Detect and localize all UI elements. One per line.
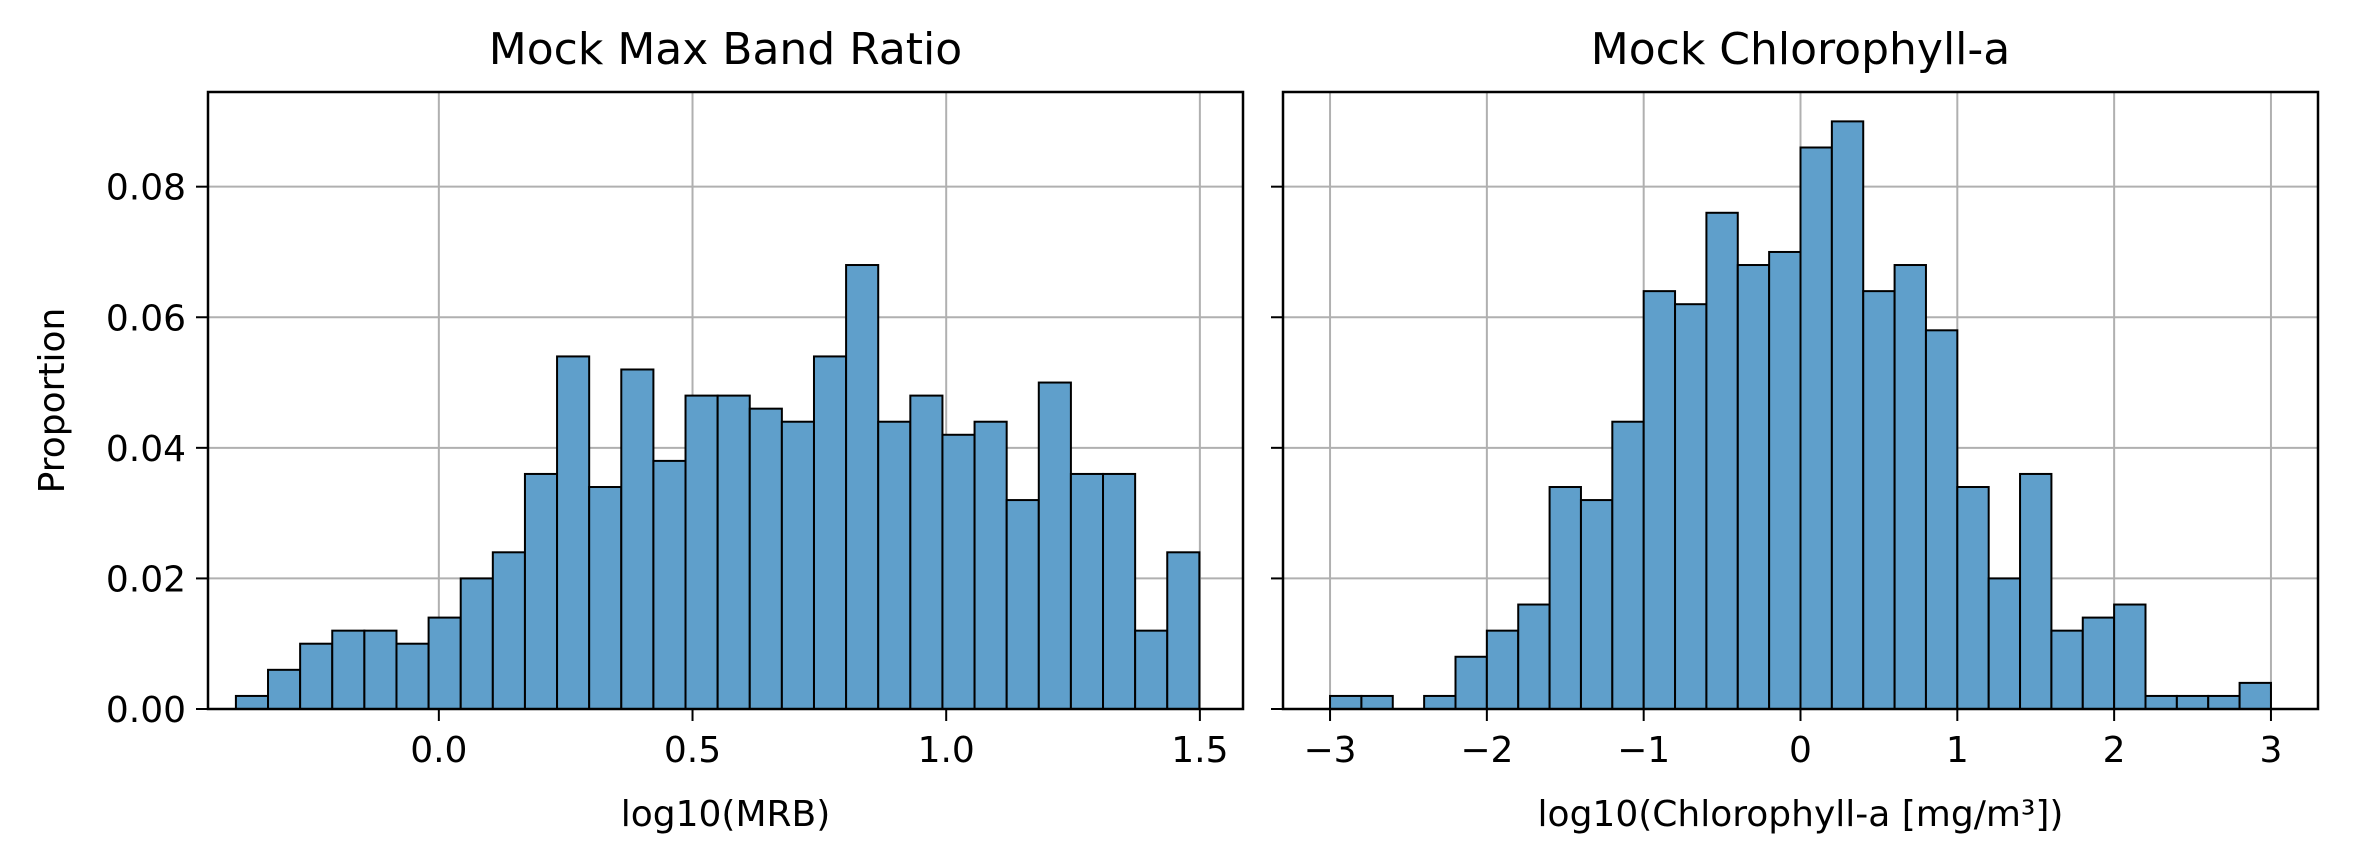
histogram-bar bbox=[1329, 694, 1363, 710]
x-tick-label: −2 bbox=[1460, 730, 1513, 771]
histogram-bar bbox=[845, 264, 880, 710]
histogram-bar bbox=[1924, 329, 1959, 710]
x-tick-label: 1.0 bbox=[918, 730, 975, 771]
histogram-bar bbox=[1893, 264, 1927, 710]
y-tick-label: 0.02 bbox=[106, 559, 186, 600]
histogram-bar bbox=[427, 616, 462, 710]
histogram-bar bbox=[877, 420, 912, 710]
x-tick-label: 1.5 bbox=[1171, 730, 1228, 771]
histogram-bar bbox=[2175, 694, 2210, 710]
histogram-bar bbox=[267, 668, 302, 710]
chlorophyll-histogram-panel: −3 −2 −1 0 1 2 3 Mock Chlorophyll-a log10(Chloro… bbox=[1271, 24, 2320, 835]
histogram-bar bbox=[1862, 290, 1896, 710]
histogram-bar bbox=[1830, 120, 1865, 710]
histogram-bar bbox=[2019, 472, 2053, 711]
x-axis-label: log10(Chlorophyll-a [mg/m³]) bbox=[1538, 794, 2064, 835]
histogram-bar bbox=[1548, 486, 1582, 710]
histogram-bar bbox=[1705, 211, 1739, 710]
histogram-bar bbox=[1069, 472, 1105, 711]
x-tick-label: 0.5 bbox=[664, 730, 721, 771]
x-tick-label: 0.0 bbox=[410, 730, 467, 771]
histogram-bar bbox=[1005, 499, 1040, 710]
axes-frame bbox=[206, 90, 1245, 711]
histogram-bar bbox=[780, 420, 815, 710]
histogram-bar bbox=[973, 420, 1008, 710]
histogram-bar bbox=[1956, 486, 1990, 710]
x-axis-label: log10(MRB) bbox=[621, 794, 831, 835]
y-tick-label: 0.00 bbox=[106, 690, 186, 731]
histogram-bar bbox=[1611, 420, 1645, 710]
histogram-bar bbox=[1360, 694, 1394, 710]
histogram-bar bbox=[1454, 655, 1488, 711]
x-tick-label: 2 bbox=[2103, 730, 2126, 771]
x-tick-label: 1 bbox=[1946, 730, 1969, 771]
histogram-bar bbox=[1674, 303, 1708, 710]
histogram-bar bbox=[620, 368, 655, 710]
histogram-bar bbox=[652, 459, 687, 710]
chart-title: Mock Max Band Ratio bbox=[489, 24, 962, 75]
histogram-bar bbox=[2081, 616, 2116, 710]
y-axis-label: Proportion bbox=[32, 308, 73, 494]
histogram-bar bbox=[716, 394, 751, 710]
x-tick-label: −1 bbox=[1617, 730, 1670, 771]
histogram-bar bbox=[2144, 694, 2178, 710]
histogram-bar bbox=[941, 433, 976, 710]
histogram-bar bbox=[748, 407, 783, 710]
histogram-bar bbox=[1166, 551, 1201, 710]
histogram-bar bbox=[395, 642, 430, 710]
histogram-bar bbox=[234, 694, 270, 710]
histogram-bar bbox=[1134, 629, 1169, 711]
mrb-histogram-panel: 0.0 0.5 1.0 1.5 0.00 0.02 0.04 0.06 0.08 Mock Max… bbox=[32, 24, 1245, 835]
histogram-bar bbox=[299, 642, 334, 710]
histogram-bar bbox=[2113, 603, 2147, 710]
histogram-bar bbox=[1102, 472, 1137, 711]
histogram-bar bbox=[1987, 577, 2022, 710]
histogram-bar bbox=[363, 629, 398, 711]
histogram-bar bbox=[1736, 264, 1771, 710]
histogram-bar bbox=[556, 355, 591, 710]
histogram-bar bbox=[909, 394, 944, 710]
x-tick-label: 0 bbox=[1789, 730, 1812, 771]
histogram-bar bbox=[459, 577, 494, 710]
histogram-bar bbox=[1768, 250, 1802, 711]
histogram-bar bbox=[1517, 603, 1551, 710]
histogram-bar bbox=[1799, 146, 1833, 710]
histogram-bar bbox=[523, 472, 559, 711]
chart-title: Mock Chlorophyll-a bbox=[1591, 24, 2010, 75]
histogram-bar bbox=[1642, 290, 1677, 710]
histogram-bar bbox=[684, 394, 719, 710]
histogram-bar bbox=[1485, 629, 1520, 711]
histogram-bar bbox=[1423, 694, 1457, 710]
histogram-bar bbox=[2050, 629, 2084, 711]
histogram-bar bbox=[331, 629, 366, 711]
histogram-bar bbox=[1579, 499, 1614, 710]
histogram-bar bbox=[1037, 381, 1072, 710]
histogram-bar bbox=[2238, 681, 2272, 711]
histogram-bar bbox=[812, 355, 848, 710]
y-tick-label: 0.08 bbox=[106, 168, 186, 209]
x-tick-label: −3 bbox=[1304, 730, 1357, 771]
histogram-bar bbox=[2207, 694, 2241, 710]
histogram-bar bbox=[491, 551, 526, 710]
x-tick-label: 3 bbox=[2260, 730, 2283, 771]
histogram-bar bbox=[588, 486, 623, 710]
y-tick-label: 0.06 bbox=[106, 298, 186, 339]
y-tick-label: 0.04 bbox=[106, 429, 186, 470]
